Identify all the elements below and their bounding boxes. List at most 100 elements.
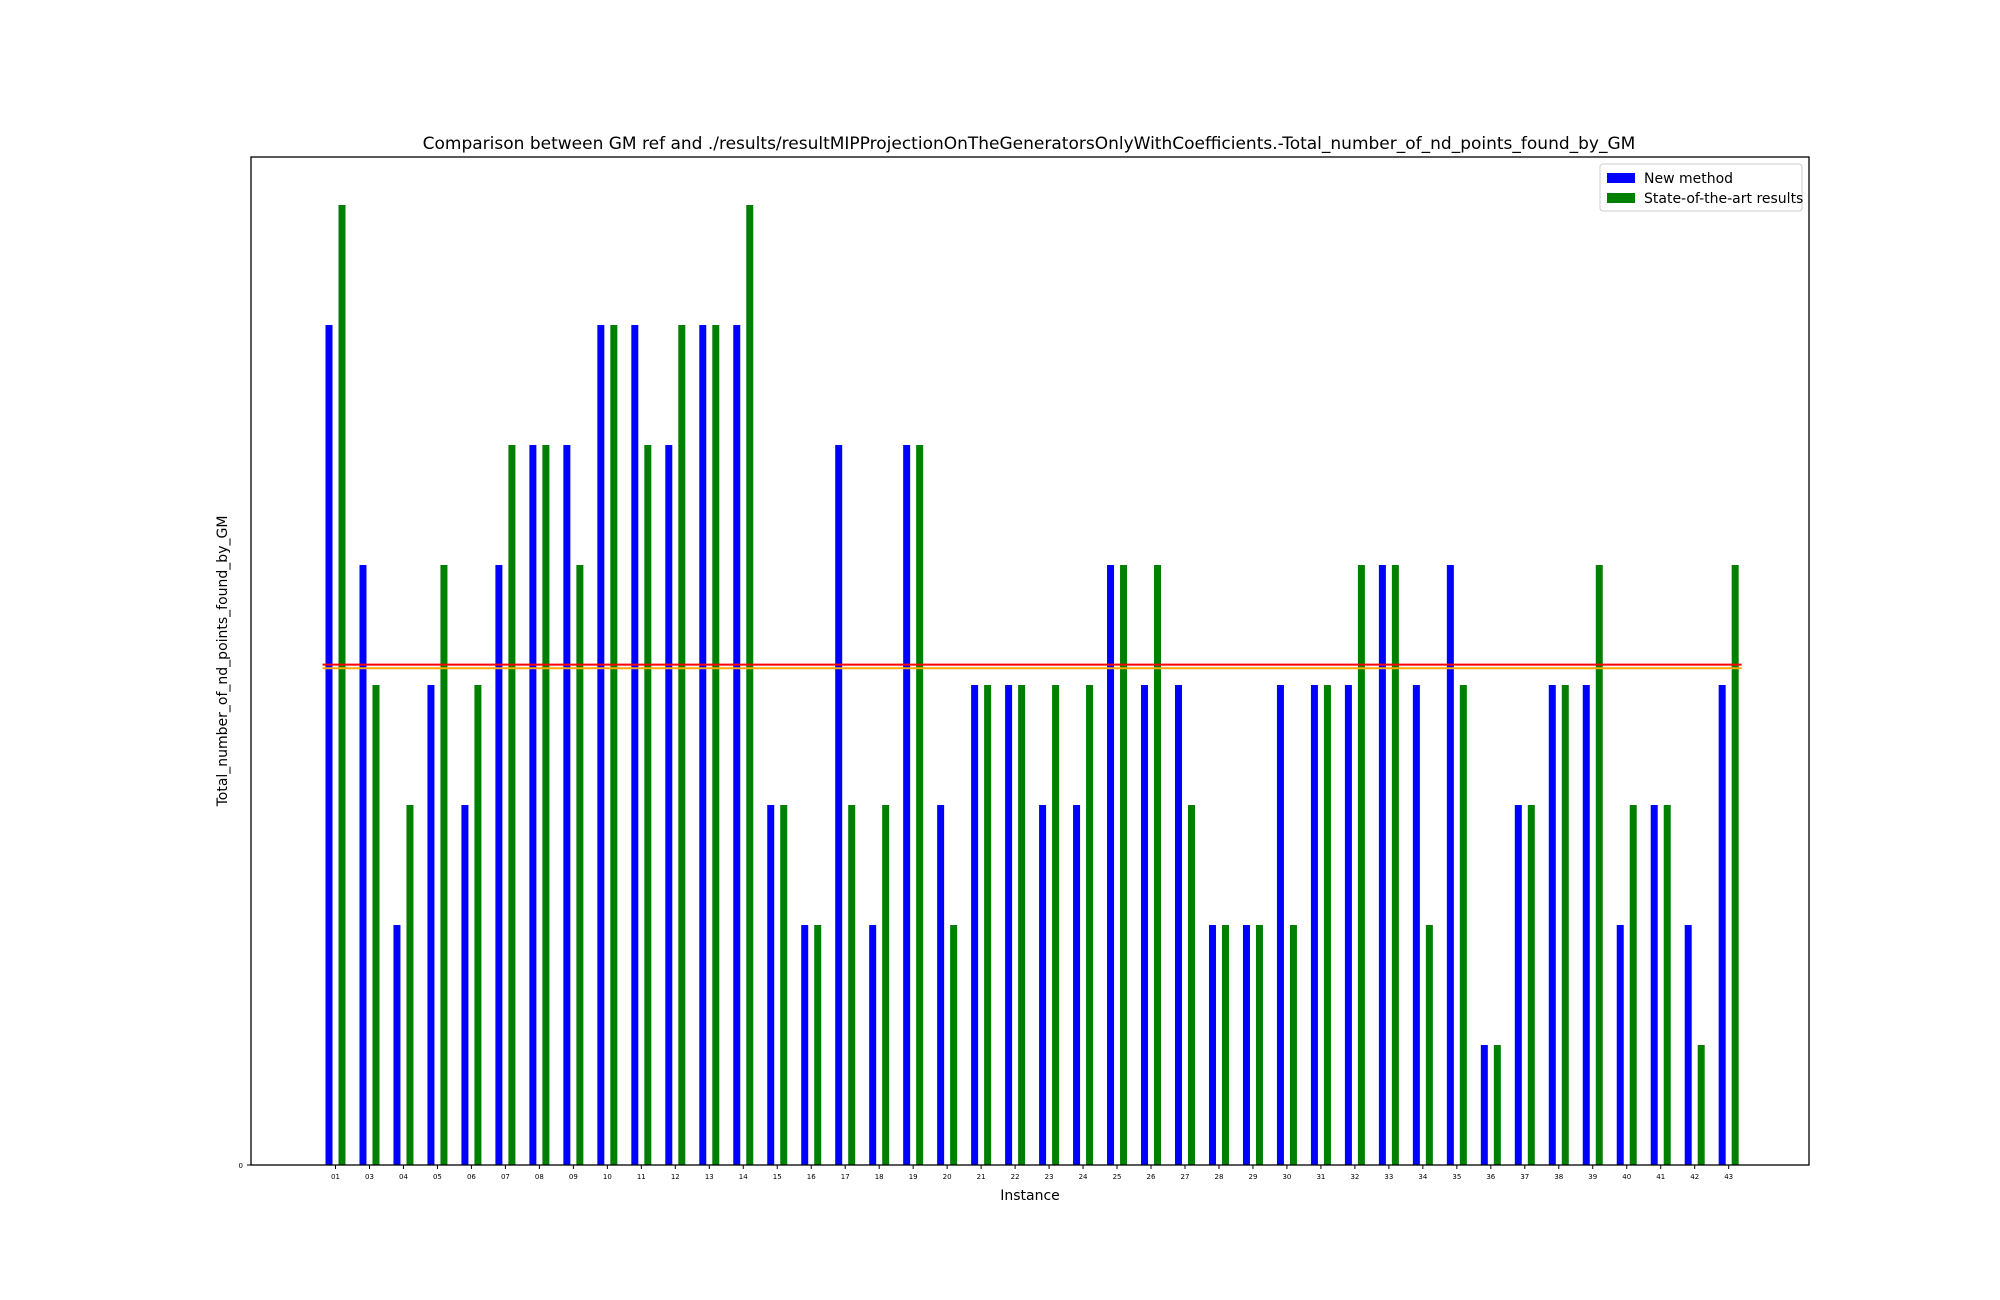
bar-state-of-the-art-22 bbox=[1018, 685, 1026, 1165]
bar-new-method-28 bbox=[1208, 925, 1216, 1165]
bar-state-of-the-art-36 bbox=[1493, 1045, 1501, 1165]
bar-new-method-43 bbox=[1718, 685, 1726, 1165]
x-tick-label-24: 24 bbox=[1079, 1173, 1088, 1181]
bar-state-of-the-art-16 bbox=[814, 925, 822, 1165]
bar-new-method-14 bbox=[733, 325, 741, 1165]
bar-new-method-34 bbox=[1412, 685, 1420, 1165]
x-tick-label-43: 43 bbox=[1724, 1173, 1733, 1181]
x-tick-label-40: 40 bbox=[1622, 1173, 1631, 1181]
bar-state-of-the-art-11 bbox=[644, 445, 652, 1165]
x-tick-label-27: 27 bbox=[1181, 1173, 1190, 1181]
x-tick-label-01: 01 bbox=[331, 1173, 340, 1181]
bar-new-method-32 bbox=[1344, 685, 1352, 1165]
x-tick-label-20: 20 bbox=[943, 1173, 952, 1181]
bar-new-method-05 bbox=[427, 685, 435, 1165]
x-tick-label-17: 17 bbox=[841, 1173, 850, 1181]
bar-new-method-16 bbox=[801, 925, 809, 1165]
bars-group bbox=[325, 205, 1739, 1165]
legend-swatch-2 bbox=[1607, 193, 1635, 203]
bar-state-of-the-art-14 bbox=[746, 205, 754, 1165]
bar-state-of-the-art-29 bbox=[1255, 925, 1263, 1165]
bar-new-method-33 bbox=[1378, 565, 1386, 1165]
bar-new-method-24 bbox=[1073, 805, 1081, 1165]
x-tick-label-37: 37 bbox=[1520, 1173, 1529, 1181]
x-tick-label-16: 16 bbox=[807, 1173, 816, 1181]
bar-new-method-27 bbox=[1175, 685, 1182, 1165]
x-tick-label-29: 29 bbox=[1248, 1173, 1257, 1181]
bar-state-of-the-art-01 bbox=[338, 205, 346, 1165]
bar-state-of-the-art-40 bbox=[1629, 805, 1637, 1165]
bar-state-of-the-art-09 bbox=[576, 565, 584, 1165]
bar-state-of-the-art-26 bbox=[1154, 565, 1162, 1165]
bar-new-method-38 bbox=[1548, 685, 1556, 1165]
x-tick-label-41: 41 bbox=[1656, 1173, 1665, 1181]
bar-state-of-the-art-18 bbox=[882, 805, 890, 1165]
x-tick-label-30: 30 bbox=[1282, 1173, 1291, 1181]
bar-new-method-07 bbox=[495, 565, 503, 1165]
x-axis-label: Instance bbox=[1000, 1188, 1060, 1204]
bar-state-of-the-art-34 bbox=[1425, 925, 1433, 1165]
bar-new-method-13 bbox=[699, 325, 707, 1165]
x-tick-label-12: 12 bbox=[671, 1173, 680, 1181]
x-tick-label-05: 05 bbox=[433, 1173, 442, 1181]
bar-state-of-the-art-21 bbox=[984, 685, 992, 1165]
bar-new-method-31 bbox=[1310, 685, 1318, 1165]
bar-new-method-41 bbox=[1650, 805, 1658, 1165]
bar-new-method-37 bbox=[1514, 805, 1522, 1165]
x-tick-label-35: 35 bbox=[1452, 1173, 1461, 1181]
x-tick-label-11: 11 bbox=[637, 1173, 646, 1181]
bar-new-method-18 bbox=[869, 925, 877, 1165]
bar-new-method-20 bbox=[937, 805, 945, 1165]
x-tick-label-36: 36 bbox=[1486, 1173, 1495, 1181]
bar-new-method-17 bbox=[835, 445, 843, 1165]
bar-new-method-08 bbox=[529, 445, 537, 1165]
bar-state-of-the-art-08 bbox=[542, 445, 550, 1165]
bar-state-of-the-art-15 bbox=[780, 805, 788, 1165]
bar-new-method-29 bbox=[1242, 925, 1250, 1165]
x-tick-label-32: 32 bbox=[1350, 1173, 1359, 1181]
bar-state-of-the-art-37 bbox=[1527, 805, 1535, 1165]
x-tick-label-34: 34 bbox=[1418, 1173, 1427, 1181]
bar-new-method-21 bbox=[971, 685, 979, 1165]
x-tick-label-26: 26 bbox=[1147, 1173, 1156, 1181]
bar-new-method-01 bbox=[325, 325, 333, 1165]
bar-state-of-the-art-41 bbox=[1663, 805, 1671, 1165]
bar-new-method-35 bbox=[1446, 565, 1454, 1165]
bar-state-of-the-art-27 bbox=[1188, 805, 1195, 1165]
y-axis-ticks: 0 bbox=[239, 1162, 251, 1170]
x-tick-label-28: 28 bbox=[1215, 1173, 1224, 1181]
bar-state-of-the-art-23 bbox=[1052, 685, 1060, 1165]
bar-new-method-12 bbox=[665, 445, 673, 1165]
bar-new-method-09 bbox=[563, 445, 571, 1165]
bar-new-method-30 bbox=[1276, 685, 1284, 1165]
x-tick-label-18: 18 bbox=[875, 1173, 884, 1181]
bar-state-of-the-art-12 bbox=[678, 325, 686, 1165]
bar-state-of-the-art-25 bbox=[1120, 565, 1128, 1165]
x-tick-label-15: 15 bbox=[773, 1173, 782, 1181]
reference-lines bbox=[322, 663, 1742, 670]
x-tick-label-25: 25 bbox=[1113, 1173, 1122, 1181]
x-tick-label-38: 38 bbox=[1554, 1173, 1563, 1181]
bar-new-method-19 bbox=[903, 445, 911, 1165]
x-tick-label-06: 06 bbox=[467, 1173, 476, 1181]
x-tick-label-04: 04 bbox=[399, 1173, 408, 1181]
bar-state-of-the-art-17 bbox=[848, 805, 856, 1165]
bar-new-method-15 bbox=[767, 805, 775, 1165]
bar-new-method-11 bbox=[631, 325, 639, 1165]
bar-state-of-the-art-32 bbox=[1357, 565, 1365, 1165]
x-tick-label-14: 14 bbox=[739, 1173, 748, 1181]
bar-state-of-the-art-06 bbox=[474, 685, 482, 1165]
bar-state-of-the-art-03 bbox=[372, 685, 380, 1165]
bar-new-method-26 bbox=[1141, 685, 1149, 1165]
bar-state-of-the-art-33 bbox=[1391, 565, 1399, 1165]
bar-state-of-the-art-39 bbox=[1595, 565, 1603, 1165]
bar-new-method-03 bbox=[359, 565, 367, 1165]
x-tick-label-39: 39 bbox=[1588, 1173, 1597, 1181]
bar-new-method-04 bbox=[393, 925, 401, 1165]
x-tick-label-03: 03 bbox=[365, 1173, 374, 1181]
x-axis-ticks: 01 03 04 05 06 07 08 09 10 11 12 13 14 15 16 17 18 19 20 21… bbox=[331, 1165, 1733, 1181]
x-tick-label-09: 09 bbox=[569, 1173, 578, 1181]
x-tick-label-33: 33 bbox=[1384, 1173, 1393, 1181]
x-tick-label-31: 31 bbox=[1316, 1173, 1325, 1181]
